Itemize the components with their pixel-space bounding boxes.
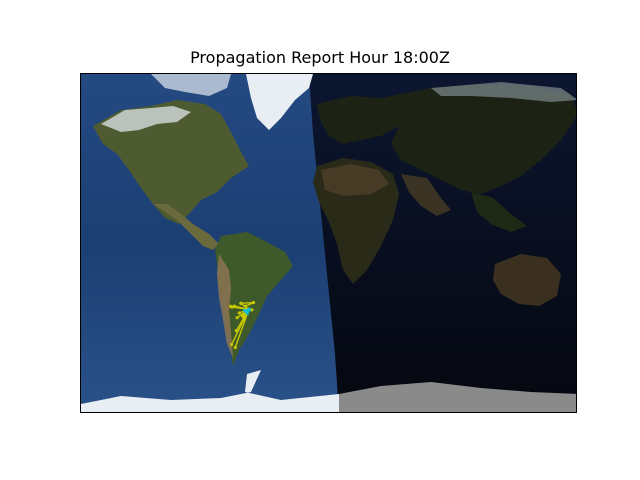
- andes-desert: [217, 254, 233, 358]
- asia: [381, 84, 576, 194]
- path-end-12: [244, 304, 248, 308]
- arabia-india: [401, 174, 451, 216]
- north-america-snow: [101, 106, 191, 132]
- path-end-8: [234, 329, 238, 333]
- south-america: [215, 232, 293, 366]
- propagation-path-13: [240, 301, 254, 305]
- propagation-paths: [229, 300, 256, 350]
- asia-snow: [431, 82, 576, 102]
- path-end-17: [244, 309, 248, 313]
- path-end-16: [245, 311, 249, 316]
- propagation-path-9: [234, 309, 250, 348]
- path-end-4: [230, 305, 234, 309]
- path-end-9: [233, 345, 237, 350]
- propagation-path-10: [230, 309, 250, 345]
- propagation-path-4: [231, 306, 249, 311]
- antarctica-day: [81, 370, 339, 412]
- southeast-asia: [471, 192, 527, 232]
- world-map: [80, 73, 577, 413]
- greenland: [246, 74, 313, 130]
- path-start-13: [251, 300, 256, 305]
- path-end-6: [235, 316, 239, 320]
- path-end-5: [237, 311, 241, 315]
- arctic-ice-canada: [151, 74, 231, 96]
- sahara: [321, 164, 389, 196]
- europe: [317, 96, 401, 144]
- antarctica-night: [339, 382, 576, 412]
- path-start-17: [247, 308, 252, 312]
- path-end-11: [250, 308, 254, 312]
- north-america: [93, 100, 249, 224]
- path-end-13: [239, 301, 243, 305]
- path-end-10: [230, 342, 234, 347]
- map-title: Propagation Report Hour 18:00Z: [190, 48, 450, 67]
- mexico-central-america: [153, 204, 219, 250]
- australia: [493, 254, 561, 306]
